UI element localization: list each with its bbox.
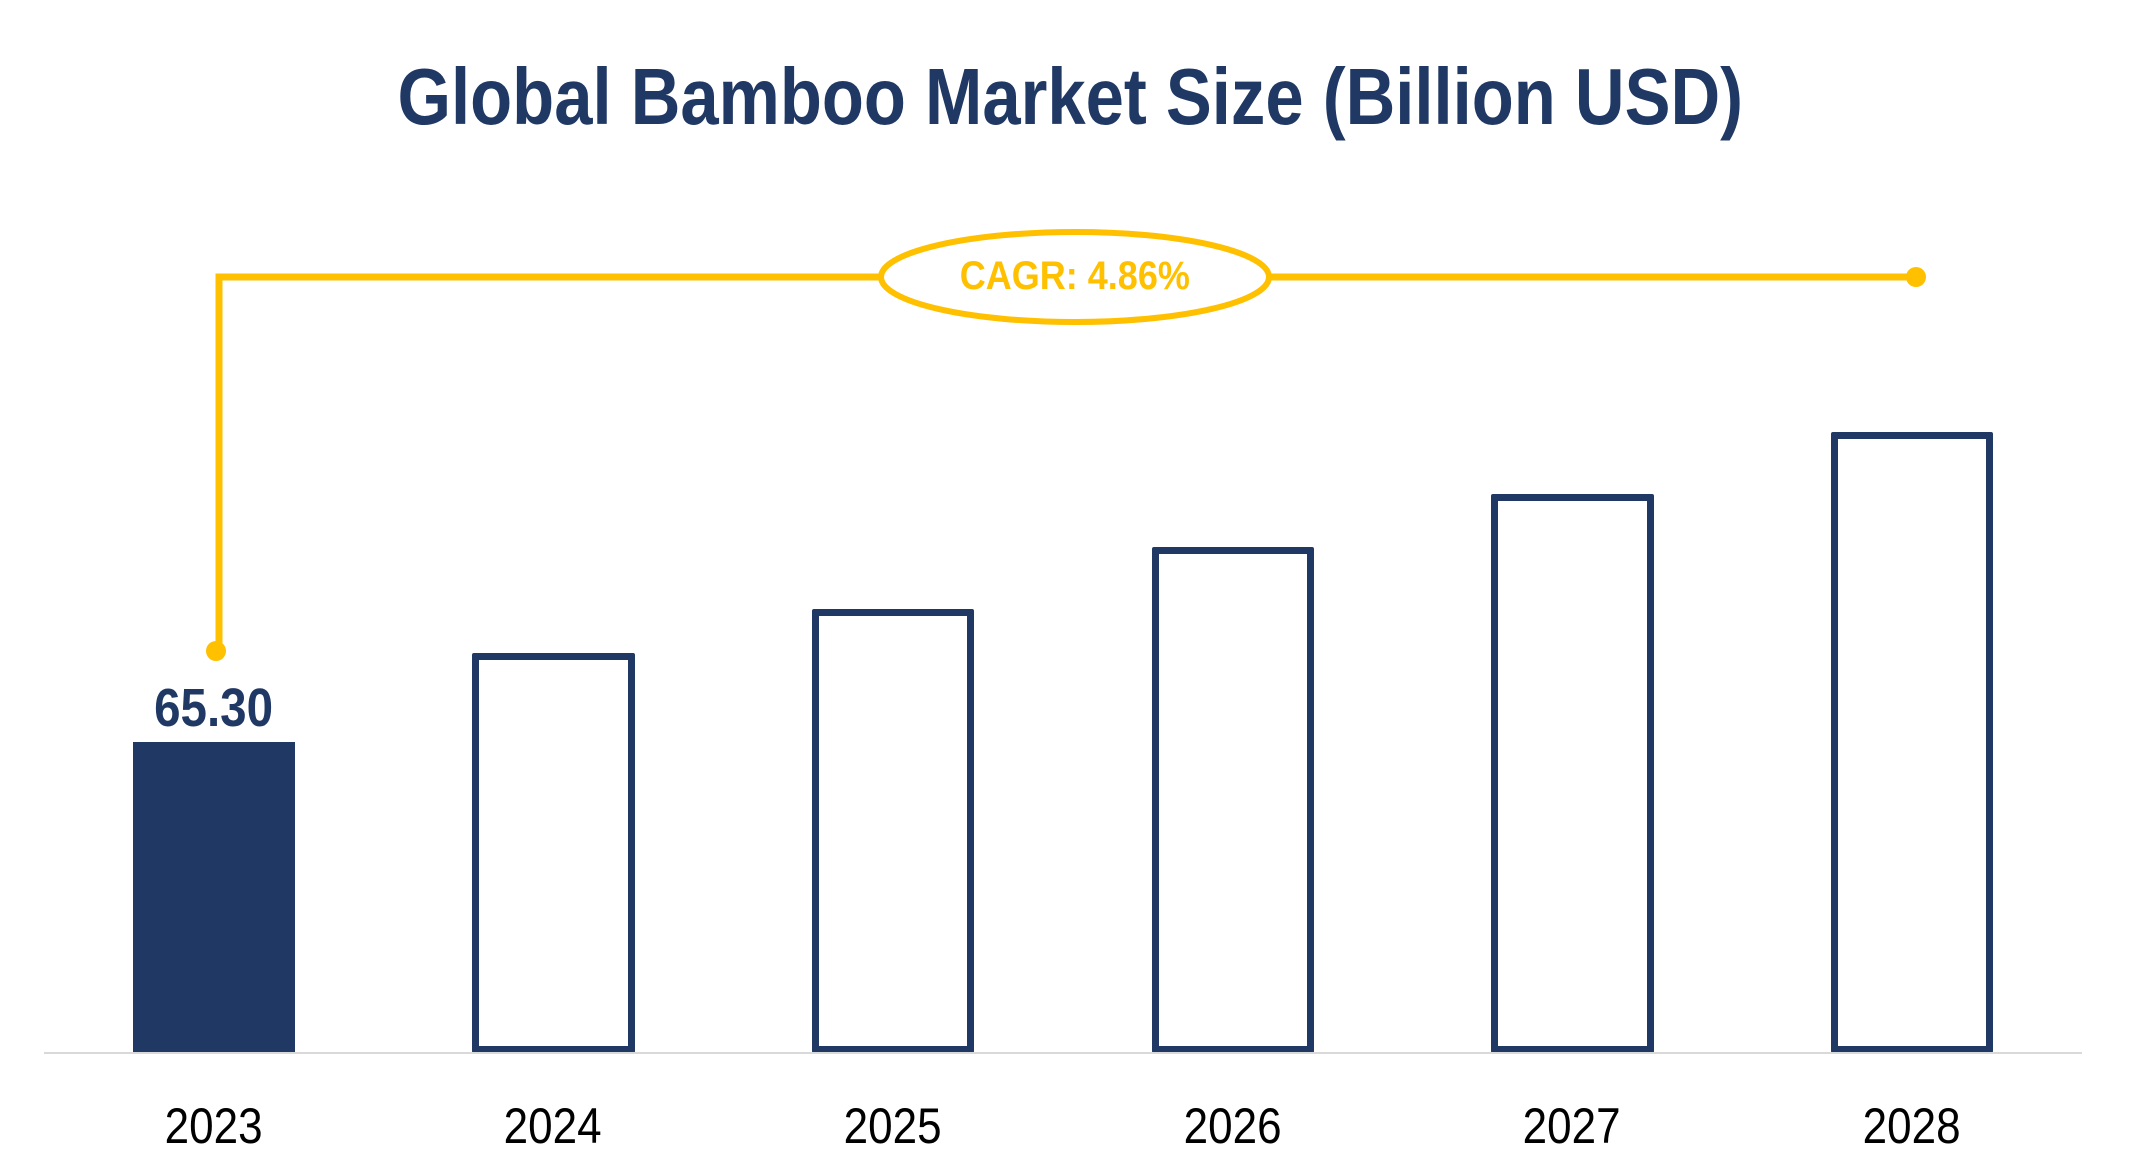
chart-title: Global Bamboo Market Size (Billion USD) bbox=[397, 52, 1744, 141]
bar-2025 bbox=[812, 609, 974, 1053]
x-tick-2026: 2026 bbox=[1184, 1098, 1282, 1154]
cagr-end-dot-icon bbox=[1906, 267, 1926, 287]
cagr-start-dot-icon bbox=[206, 641, 226, 661]
x-tick-2025: 2025 bbox=[844, 1098, 942, 1154]
bar-2024 bbox=[472, 653, 635, 1053]
x-tick-2027: 2027 bbox=[1523, 1098, 1621, 1154]
value-label-2023: 65.30 bbox=[154, 678, 274, 738]
bar-2027 bbox=[1491, 494, 1654, 1053]
bar-2023 bbox=[133, 742, 295, 1053]
cagr-label: CAGR: 4.86% bbox=[959, 254, 1191, 298]
bar-2026 bbox=[1152, 547, 1314, 1053]
x-tick-2028: 2028 bbox=[1863, 1098, 1961, 1154]
x-tick-2023: 2023 bbox=[165, 1098, 263, 1154]
bar-2028 bbox=[1831, 432, 1993, 1053]
x-axis-line bbox=[44, 1052, 2082, 1054]
cagr-ellipse bbox=[878, 229, 1272, 325]
x-tick-2024: 2024 bbox=[504, 1098, 602, 1154]
cagr-line-left bbox=[215, 273, 880, 651]
